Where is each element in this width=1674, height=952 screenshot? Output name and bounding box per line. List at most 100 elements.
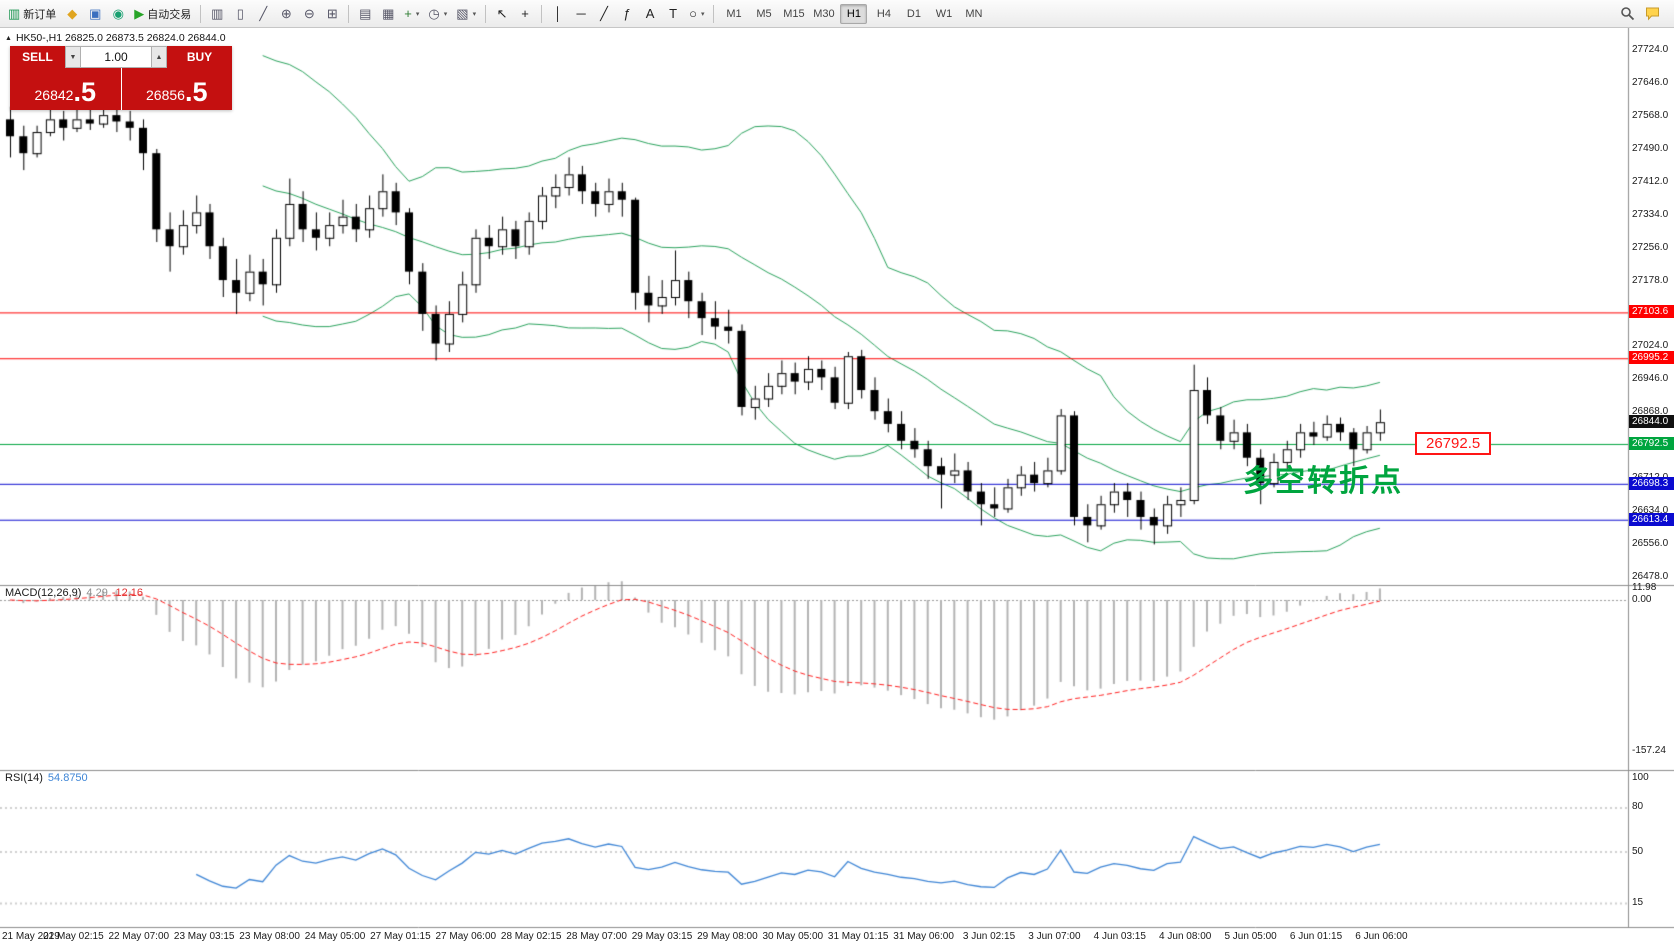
candlestick-chart-button[interactable]: ▯ <box>229 3 251 25</box>
time-axis-label: 3 Jun 02:15 <box>962 931 1016 942</box>
caret-down-icon: ▾ <box>700 10 705 18</box>
buy-price-frac: .5 <box>184 77 208 107</box>
time-axis-label: 24 May 05:00 <box>304 931 366 942</box>
templates-button[interactable]: ▧ ▾ <box>452 3 480 25</box>
volume-input[interactable] <box>81 46 151 68</box>
price-axis-tick: 26556.0 <box>1632 538 1669 549</box>
buy-button[interactable]: BUY <box>167 46 232 68</box>
sell-price-main: 26842 <box>34 87 74 103</box>
buy-price[interactable]: 26856 .5 <box>122 68 233 110</box>
chat-bubble-icon <box>1646 7 1659 21</box>
timeframe-mn-button[interactable]: MN <box>960 4 987 24</box>
macd-axis-tick: -157.24 <box>1632 744 1666 756</box>
crosshair-icon: + <box>521 6 529 21</box>
bar-chart-button[interactable]: ▥ <box>206 3 228 25</box>
zoom-in-button[interactable]: ⊕ <box>275 3 297 25</box>
shapes-icon: ○ <box>689 6 697 21</box>
rsi-axis-tick: 100 <box>1632 772 1649 783</box>
new-order-button-label: 新订单 <box>23 8 57 21</box>
time-axis-label: 27 May 01:15 <box>370 931 431 942</box>
timeframe-h1-button[interactable]: H1 <box>840 3 868 24</box>
time-axis-label: 22 May 02:15 <box>43 931 104 942</box>
macd-axis-tick: 11.98 <box>1632 582 1657 594</box>
horizontal-line-icon: ─ <box>576 6 586 21</box>
price-axis-tick: 27334.0 <box>1632 208 1669 220</box>
timeframe-w1-button[interactable]: W1 <box>930 4 957 24</box>
chart-canvas[interactable] <box>0 28 1674 952</box>
text-icon: A <box>645 6 655 21</box>
timeframe-m5-button[interactable]: M5 <box>750 4 777 24</box>
symbol-info: ▲ HK50-,H1 26825.0 26873.5 26824.0 26844… <box>5 32 226 44</box>
new-order-icon: ▥ <box>8 6 21 21</box>
timeframe-m15-button[interactable]: M15 <box>780 4 807 24</box>
time-axis-label: 23 May 08:00 <box>239 931 300 942</box>
grid-button[interactable]: ⊞ <box>321 3 343 25</box>
community-icon: ◉ <box>112 6 124 21</box>
trendline-button[interactable]: ╱ <box>593 3 615 25</box>
search-icon <box>1621 7 1635 21</box>
crosshair-button[interactable]: + <box>514 3 536 25</box>
periods-button[interactable]: ◷ ▾ <box>424 3 451 25</box>
horizontal-line-button[interactable]: ─ <box>570 3 592 25</box>
timeframe-d1-button[interactable]: D1 <box>900 4 927 24</box>
bar-chart-icon: ▥ <box>211 6 224 21</box>
search-button[interactable] <box>1616 3 1639 25</box>
auto-trading-button-label: 自动交易 <box>147 8 192 21</box>
price-axis-tick: 27568.0 <box>1632 109 1669 121</box>
price-axis-tick: 27178.0 <box>1632 274 1669 286</box>
chat-button[interactable] <box>1641 3 1664 25</box>
trade-controls-row: SELL ▼ ▲ BUY <box>10 46 232 68</box>
chart-annotation-text: 多空转折点 <box>1243 464 1403 499</box>
auto-trading-button[interactable]: ▶ 自动交易 <box>130 3 195 25</box>
text-button[interactable]: A <box>639 3 661 25</box>
price-axis-tick: 26478.0 <box>1632 571 1669 582</box>
cursor-button[interactable]: ↖ <box>491 3 513 25</box>
favorites-icon: ◆ <box>67 6 78 21</box>
volume-down-button[interactable]: ▼ <box>65 46 81 68</box>
profile-button[interactable]: ▣ <box>84 3 106 25</box>
text-label-button[interactable]: T <box>662 3 684 25</box>
rsi-axis-tick: 15 <box>1632 896 1644 908</box>
favorites-button[interactable]: ◆ <box>61 3 83 25</box>
current-price-tag: 26844.0 <box>1629 415 1674 429</box>
vertical-line-button[interactable]: │ <box>547 3 569 25</box>
time-axis-label: 30 May 05:00 <box>762 931 824 942</box>
rsi-value: 54.8750 <box>47 772 88 784</box>
timeframe-m1-button[interactable]: M1 <box>720 4 747 24</box>
community-button[interactable]: ◉ <box>107 3 129 25</box>
periods-icon: ◷ <box>428 6 440 21</box>
timeframe-m30-button[interactable]: M30 <box>810 4 837 24</box>
time-axis-label: 28 May 07:00 <box>566 931 627 942</box>
macd-value-main: 4.29 <box>86 587 108 599</box>
chart-window: ▲ HK50-,H1 26825.0 26873.5 26824.0 26844… <box>0 28 1674 952</box>
sell-button[interactable]: SELL <box>10 46 65 68</box>
price-axis-tick: 26634.0 <box>1632 505 1669 517</box>
tile-windows-button[interactable]: ▤ <box>354 3 376 25</box>
rsi-indicator-label: RSI(14) 54.8750 <box>5 772 88 784</box>
indicators-button[interactable]: + ▾ <box>400 3 423 25</box>
toolbar-separator <box>348 4 350 23</box>
trade-prices-row: 26842 .5 26856 .5 <box>10 68 232 110</box>
time-axis-label: 6 Jun 06:00 <box>1355 931 1408 942</box>
timeframe-h4-button[interactable]: H4 <box>870 4 897 24</box>
volume-up-button[interactable]: ▲ <box>151 46 167 68</box>
symbol-ohlc-text: HK50-,H1 26825.0 26873.5 26824.0 26844.0 <box>15 32 226 44</box>
toolbar-right-group <box>1616 3 1670 25</box>
indicators-icon: + <box>404 6 412 21</box>
tile-windows-icon: ▤ <box>359 6 372 21</box>
sell-price-frac: .5 <box>73 77 96 107</box>
price-axis-tick: 27646.0 <box>1632 76 1669 88</box>
profile-icon: ▣ <box>89 6 102 21</box>
sell-price[interactable]: 26842 .5 <box>10 68 122 110</box>
time-axis-label: 27 May 06:00 <box>435 931 497 942</box>
new-order-button[interactable]: ▥ 新订单 <box>4 3 60 25</box>
zoom-out-button[interactable]: ⊖ <box>298 3 320 25</box>
shapes-button[interactable]: ○ ▾ <box>685 3 708 25</box>
fibonacci-button[interactable]: ƒ <box>616 3 638 25</box>
time-axis-label: 21 May 2019 <box>2 931 60 942</box>
time-axis-label: 4 Jun 08:00 <box>1159 931 1212 942</box>
cascade-windows-button[interactable]: ▦ <box>377 3 399 25</box>
line-chart-button[interactable]: ╱ <box>252 3 274 25</box>
caret-down-icon: ▾ <box>415 10 420 18</box>
zoom-out-icon: ⊖ <box>303 6 315 21</box>
